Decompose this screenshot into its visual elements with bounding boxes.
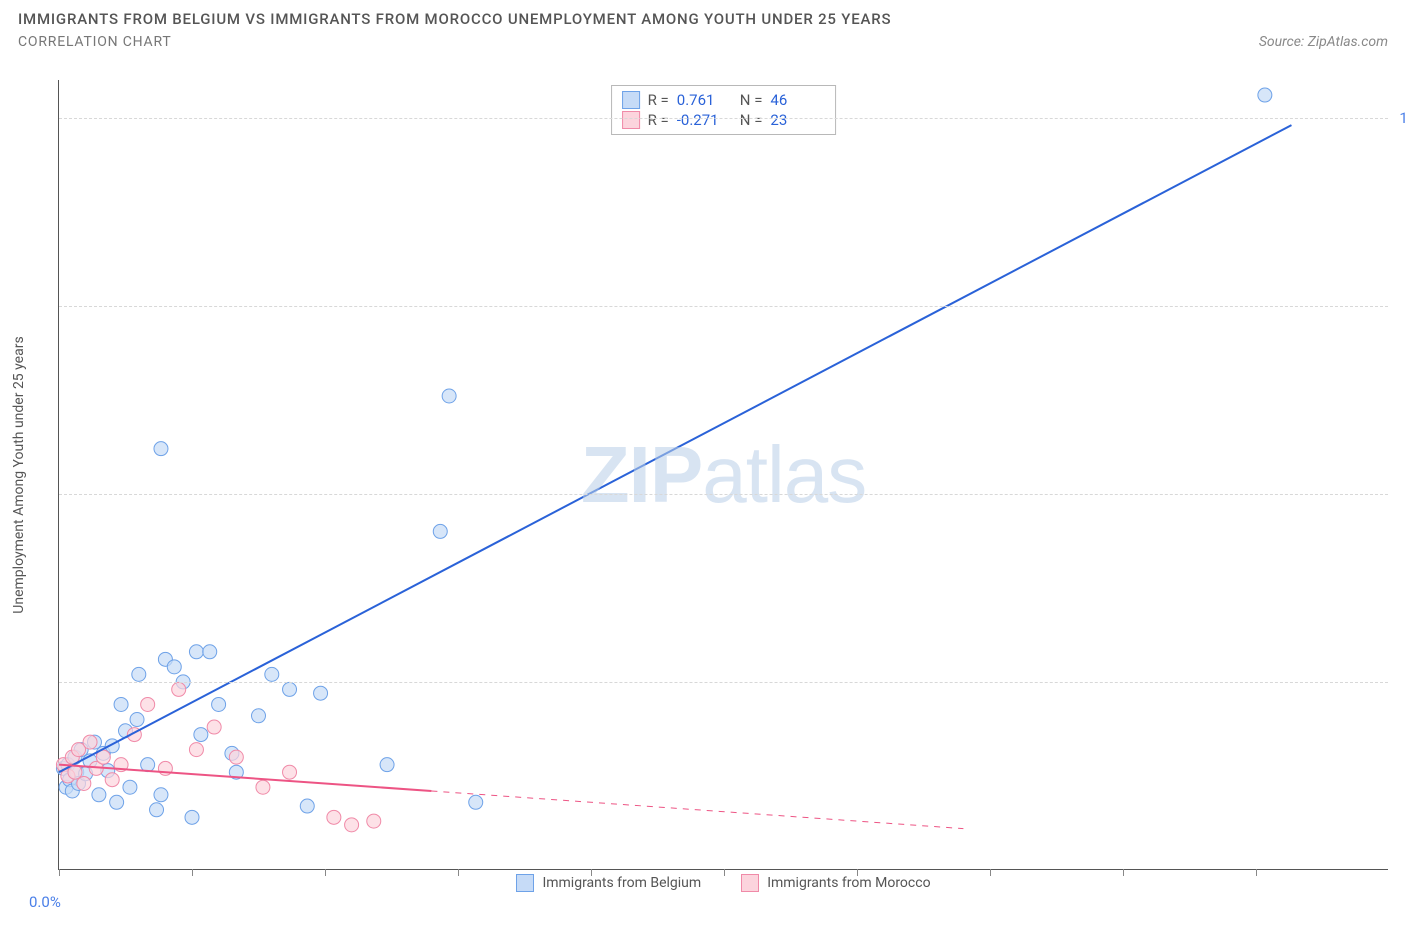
r-label: R = bbox=[648, 111, 669, 129]
data-point bbox=[83, 735, 97, 749]
n-label: N = bbox=[740, 91, 763, 109]
series-swatch bbox=[622, 91, 640, 109]
stats-row: R = 0.761 N = 46 bbox=[622, 90, 826, 110]
x-tick bbox=[1123, 869, 1124, 876]
data-point bbox=[252, 709, 266, 723]
data-point bbox=[314, 686, 328, 700]
gridline bbox=[59, 118, 1388, 119]
legend: Immigrants from Belgium Immigrants from M… bbox=[59, 874, 1388, 892]
source-attribution: Source: ZipAtlas.com bbox=[1259, 34, 1388, 50]
y-tick-label: 25.0% bbox=[1393, 673, 1406, 691]
plot-svg bbox=[59, 80, 1388, 869]
legend-label: Immigrants from Morocco bbox=[767, 875, 930, 891]
data-point bbox=[283, 765, 297, 779]
chart-title: IMMIGRANTS FROM BELGIUM VS IMMIGRANTS FR… bbox=[18, 10, 1388, 28]
legend-item: Immigrants from Belgium bbox=[516, 874, 701, 892]
source-label: Source: bbox=[1259, 34, 1308, 50]
data-point bbox=[172, 682, 186, 696]
x-tick bbox=[857, 869, 858, 876]
data-point bbox=[114, 697, 128, 711]
data-point bbox=[189, 645, 203, 659]
data-point bbox=[77, 776, 91, 790]
data-point bbox=[327, 810, 341, 824]
legend-label: Immigrants from Belgium bbox=[542, 875, 701, 891]
data-point bbox=[203, 645, 217, 659]
correlation-stats-box: R = 0.761 N = 46 R = -0.271 N = 23 bbox=[611, 85, 837, 135]
data-point bbox=[442, 389, 456, 403]
data-point bbox=[130, 713, 144, 727]
data-point bbox=[345, 818, 359, 832]
data-point bbox=[141, 758, 155, 772]
x-axis-min-label: 0.0% bbox=[29, 893, 61, 911]
n-value: 46 bbox=[770, 91, 825, 109]
r-value: 0.761 bbox=[677, 91, 732, 109]
data-point bbox=[189, 743, 203, 757]
data-point bbox=[154, 442, 168, 456]
x-tick bbox=[192, 869, 193, 876]
r-value: -0.271 bbox=[677, 111, 732, 129]
data-point bbox=[265, 667, 279, 681]
data-point bbox=[256, 780, 270, 794]
data-point bbox=[105, 773, 119, 787]
x-tick bbox=[990, 869, 991, 876]
legend-item: Immigrants from Morocco bbox=[741, 874, 930, 892]
x-tick bbox=[1256, 869, 1257, 876]
n-value: 23 bbox=[770, 111, 825, 129]
data-point bbox=[132, 667, 146, 681]
data-point bbox=[167, 660, 181, 674]
legend-swatch bbox=[516, 874, 534, 892]
data-point bbox=[283, 682, 297, 696]
legend-swatch bbox=[741, 874, 759, 892]
data-point bbox=[300, 799, 314, 813]
data-point bbox=[194, 728, 208, 742]
regression-line bbox=[431, 791, 963, 829]
y-tick-label: 75.0% bbox=[1393, 297, 1406, 315]
data-point bbox=[433, 524, 447, 538]
data-point bbox=[380, 758, 394, 772]
stats-row: R = -0.271 N = 23 bbox=[622, 110, 826, 130]
regression-line bbox=[59, 125, 1291, 772]
data-point bbox=[92, 788, 106, 802]
data-point bbox=[185, 810, 199, 824]
chart-frame: Unemployment Among Youth under 25 years … bbox=[58, 80, 1388, 870]
gridline bbox=[59, 682, 1388, 683]
data-point bbox=[469, 795, 483, 809]
x-tick bbox=[325, 869, 326, 876]
data-point bbox=[207, 720, 221, 734]
chart-header: IMMIGRANTS FROM BELGIUM VS IMMIGRANTS FR… bbox=[0, 0, 1406, 50]
x-tick bbox=[724, 869, 725, 876]
n-label: N = bbox=[740, 111, 763, 129]
source-value: ZipAtlas.com bbox=[1308, 34, 1388, 50]
subtitle-row: CORRELATION CHART Source: ZipAtlas.com bbox=[18, 34, 1388, 50]
y-axis-label: Unemployment Among Youth under 25 years bbox=[11, 336, 27, 613]
data-point bbox=[123, 780, 137, 794]
chart-subtitle: CORRELATION CHART bbox=[18, 34, 172, 50]
plot-area: ZIPatlas bbox=[59, 80, 1388, 869]
data-point bbox=[154, 788, 168, 802]
y-tick-label: 100.0% bbox=[1393, 109, 1406, 127]
x-tick bbox=[59, 869, 60, 876]
gridline bbox=[59, 306, 1388, 307]
data-point bbox=[367, 814, 381, 828]
data-point bbox=[110, 795, 124, 809]
data-point bbox=[141, 697, 155, 711]
x-tick bbox=[458, 869, 459, 876]
gridline bbox=[59, 494, 1388, 495]
data-point bbox=[212, 697, 226, 711]
data-point bbox=[229, 750, 243, 764]
x-tick bbox=[591, 869, 592, 876]
data-point bbox=[1258, 88, 1272, 102]
series-swatch bbox=[622, 111, 640, 129]
r-label: R = bbox=[648, 91, 669, 109]
y-tick-label: 50.0% bbox=[1393, 485, 1406, 503]
data-point bbox=[150, 803, 164, 817]
